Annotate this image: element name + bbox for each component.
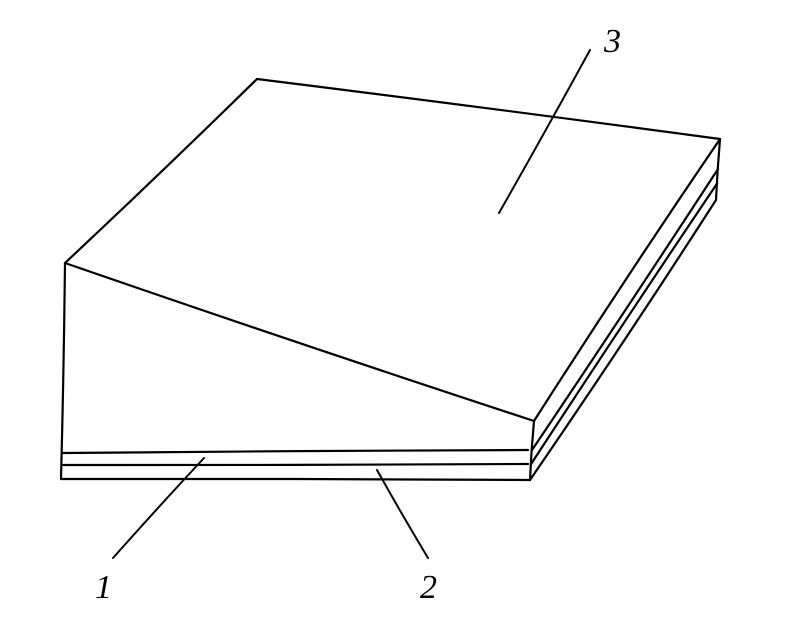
slab-edge <box>65 79 257 263</box>
slab-edge <box>61 263 65 479</box>
slab-edge <box>532 169 718 450</box>
slab-edge <box>63 450 528 453</box>
callout-label-l3: 3 <box>603 23 621 60</box>
slab-edge <box>257 79 720 139</box>
slab-edge <box>65 263 534 421</box>
slab-edge <box>63 464 528 465</box>
leader-line-l3 <box>499 50 590 213</box>
leader-line-l2 <box>377 470 428 558</box>
slab-edge <box>534 139 720 421</box>
callout-label-l2: 2 <box>420 569 437 606</box>
layered-slab-diagram: 3 1 2 <box>0 0 800 617</box>
leader-line-l1 <box>113 458 204 558</box>
slab-edge <box>61 479 530 480</box>
slab-edge <box>530 200 716 480</box>
slab-edge <box>531 183 717 464</box>
callout-label-l1: 1 <box>95 569 112 606</box>
